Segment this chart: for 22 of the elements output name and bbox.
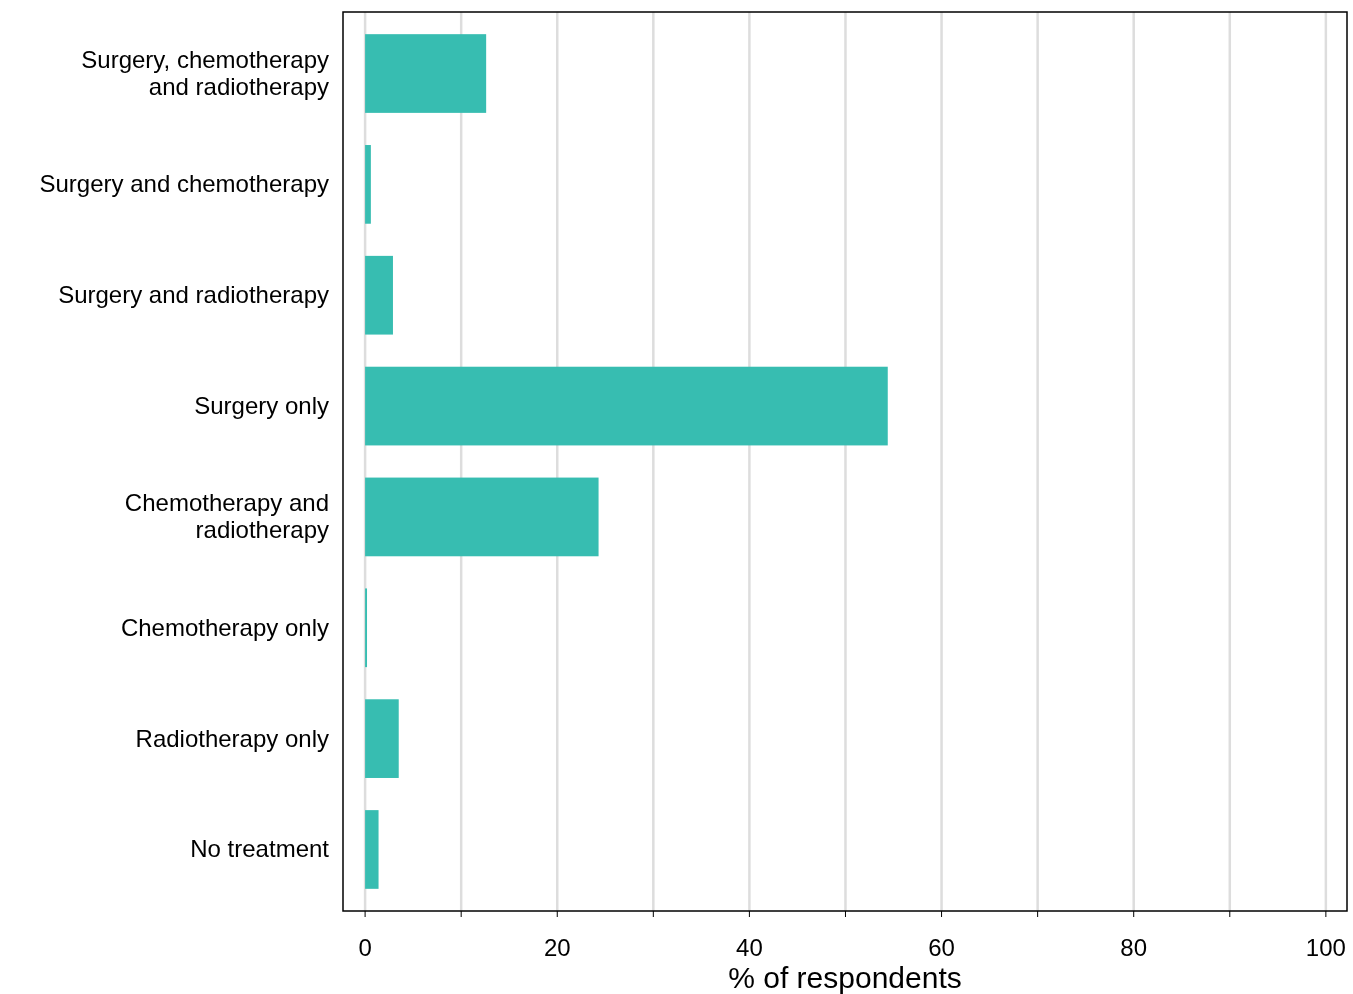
y-tick-label: Surgery only xyxy=(194,392,329,420)
bar xyxy=(365,366,888,446)
y-tick-label: Surgery, chemotherapy and radiotherapy xyxy=(81,46,329,101)
bar xyxy=(365,699,399,778)
y-tick-label: Surgery and radiotherapy xyxy=(58,281,329,309)
bar xyxy=(365,255,393,335)
y-tick-label: No treatment xyxy=(190,835,330,863)
x-tick-label: 0 xyxy=(358,934,372,961)
x-tick-label: 40 xyxy=(736,934,763,961)
bar xyxy=(365,145,371,224)
y-tick-label: Chemotherapy only xyxy=(120,613,329,641)
y-tick-label: Surgery and chemotherapy xyxy=(39,170,329,198)
bar xyxy=(365,477,599,557)
y-tick-label: Radiotherapy only xyxy=(135,724,329,752)
bar xyxy=(365,34,487,113)
bar xyxy=(365,810,379,889)
x-tick-label: 80 xyxy=(1120,934,1148,961)
y-tick-label: Chemotherapy and radiotherapy xyxy=(124,489,329,544)
x-tick-label: 20 xyxy=(543,934,571,961)
x-axis-title: % of respondents xyxy=(728,961,962,994)
x-tick-label: 60 xyxy=(928,934,955,961)
x-tick-label: 100 xyxy=(1305,934,1346,961)
